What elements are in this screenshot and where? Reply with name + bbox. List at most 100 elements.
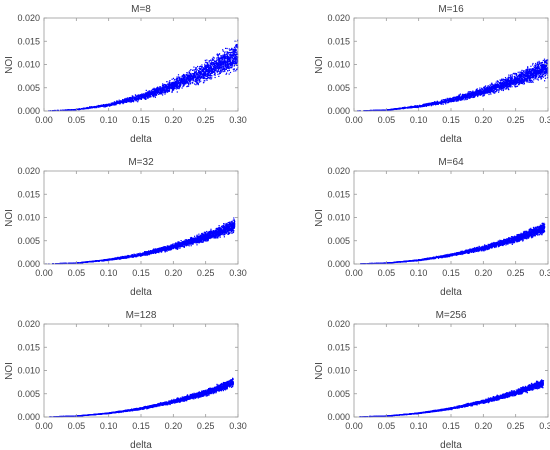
data-point [164,93,166,95]
data-point [542,71,544,73]
data-point [199,73,201,75]
data-point [493,92,495,94]
data-point [168,83,170,85]
data-point [169,80,171,82]
data-point [508,89,510,91]
data-point [186,81,188,83]
data-point [477,95,479,98]
data-point [467,92,469,94]
data-point [532,81,534,83]
data-point [235,56,237,59]
data-point [188,84,190,86]
data-point [200,74,202,76]
data-point [157,93,159,95]
data-point [149,96,151,98]
data-point [516,85,519,87]
data-point [181,78,183,80]
data-point [148,91,150,93]
data-point [168,90,170,92]
data-point [233,51,235,53]
data-point [230,57,232,59]
data-point [513,72,515,74]
data-point [541,73,543,75]
data-point [189,82,191,84]
data-point [535,62,537,65]
data-point [225,68,227,70]
data-point [220,58,222,60]
data-point [182,76,184,78]
data-point [230,63,232,65]
data-point [193,69,195,71]
data-point [225,47,227,49]
data-point [545,61,547,63]
data-point [215,62,217,64]
data-point [507,88,509,90]
data-point [214,66,216,69]
data-point [203,70,205,73]
data-point [525,73,527,75]
data-point [380,109,382,111]
data-point [153,94,155,96]
data-point [153,91,155,93]
data-point [222,68,224,70]
data-point [524,80,526,82]
data-point [115,101,117,103]
data-point [501,84,503,86]
data-point [495,91,497,93]
data-point [218,53,221,55]
data-point [206,59,208,61]
panel-title: M=16 [438,4,464,15]
data-point [489,91,491,93]
data-point [179,86,181,88]
data-point [477,91,479,93]
data-point [233,56,235,58]
data-point [222,64,225,66]
data-point [224,64,226,66]
data-point [227,55,229,58]
data-point [152,95,154,97]
data-point [232,49,234,51]
data-point [481,87,483,89]
data-point [137,96,139,98]
data-point [201,67,203,69]
data-point [539,72,541,74]
data-point [218,58,220,60]
data-point [508,83,510,85]
data-point [207,66,209,68]
data-point [537,77,539,79]
x-axis-label: delta [440,134,462,145]
data-point [193,73,195,76]
data-point [217,68,220,70]
data-point [479,94,481,96]
data-point [224,63,227,65]
data-point [193,66,195,68]
data-point [516,79,518,81]
data-point [429,102,431,105]
data-point [187,76,189,78]
data-point [215,69,217,71]
x-tick-label: 0.20 [165,115,183,125]
data-point [450,101,452,103]
data-point [172,77,175,79]
data-point [225,68,227,70]
y-tick-label: 0.005 [17,83,40,93]
data-point [233,64,235,66]
data-point [164,92,166,94]
data-point [196,79,198,81]
data-point [532,68,534,70]
data-point [162,83,164,85]
data-point [188,80,190,82]
data-point [187,77,190,79]
data-point [144,94,146,97]
data-point [162,84,165,87]
data-point [538,60,540,62]
data-point [464,94,466,96]
data-point [130,100,132,102]
data-point [214,72,216,75]
data-point [227,57,229,59]
data-point [164,86,166,88]
data-point [223,52,226,54]
data-point [183,82,185,85]
data-point [503,81,506,83]
data-point [163,89,166,91]
